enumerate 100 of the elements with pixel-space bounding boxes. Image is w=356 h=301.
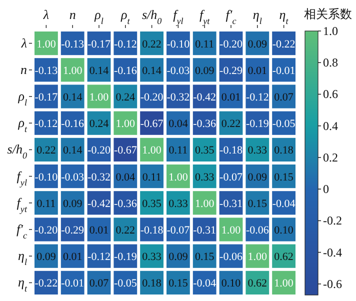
x-tick-label: f$_{yl}$: [173, 7, 184, 26]
color-bar-label: 0.6: [323, 87, 338, 102]
data-label: 0.07: [89, 278, 110, 290]
data-label: 0.22: [221, 118, 241, 130]
color-bar-label: 0: [323, 182, 329, 196]
y-tick-label: s/h$_{0}$: [7, 142, 28, 161]
data-label: 0.07: [274, 92, 294, 104]
color-bar-label: -0.6: [323, 276, 342, 291]
data-label: -0.12: [246, 92, 269, 104]
data-label: 0.14: [62, 92, 83, 104]
data-label: 0.62: [248, 278, 268, 290]
data-label: 0.04: [116, 171, 136, 184]
data-label: -0.12: [114, 38, 137, 50]
data-label: -0.42: [88, 198, 110, 210]
data-label: -0.18: [140, 224, 164, 236]
y-tick-label: f$_{yl}$: [16, 168, 28, 188]
data-label: 1.00: [116, 118, 136, 130]
color-bar-label: 0.2: [323, 150, 338, 164]
y-tick-label: f′$_{c}$: [16, 222, 27, 240]
data-label: -0.31: [220, 198, 242, 210]
data-label: 0.24: [116, 92, 136, 104]
color-bar-label: 0.4: [323, 118, 338, 133]
data-label: 0.33: [194, 171, 215, 184]
data-label: -0.07: [220, 171, 243, 184]
data-label: -0.13: [34, 64, 58, 77]
data-label: 1.00: [248, 251, 268, 264]
data-label: -0.20: [34, 224, 58, 236]
color-bar-label: -0.4: [323, 245, 342, 260]
data-label: 0.15: [194, 251, 215, 264]
y-tick-label: f$_{yt}$: [16, 194, 28, 214]
data-label: 0.01: [221, 92, 241, 104]
data-label: -0.19: [246, 118, 270, 130]
data-label: 0.15: [168, 278, 188, 290]
data-label: -0.32: [88, 171, 110, 184]
data-label: 0.09: [168, 251, 188, 264]
data-label: -0.16: [114, 64, 138, 77]
data-label: 0.11: [168, 144, 188, 157]
data-label: 0.33: [248, 144, 268, 157]
data-label: 0.33: [142, 251, 162, 264]
data-label: 0.01: [248, 64, 268, 77]
data-label: 0.62: [274, 251, 294, 264]
data-label: 1.00: [221, 224, 242, 236]
data-label: -0.17: [34, 92, 58, 104]
x-tick-label: λ: [42, 7, 50, 22]
data-label: 0.18: [274, 144, 294, 157]
data-label: 1.00: [36, 38, 56, 50]
data-label: 0.35: [142, 198, 162, 210]
data-label: -0.36: [193, 118, 217, 130]
data-label: -0.22: [34, 278, 58, 290]
data-label: -0.05: [272, 118, 296, 130]
data-label: -0.12: [34, 118, 58, 130]
data-label: -0.10: [166, 38, 190, 50]
data-label: -0.01: [61, 278, 84, 290]
x-tick-label: f$_{yt}$: [200, 7, 210, 26]
data-label: -0.10: [34, 171, 58, 184]
data-label: -0.29: [220, 64, 243, 77]
data-label: -0.03: [61, 171, 85, 184]
data-label: 0.15: [274, 171, 294, 184]
data-label: 0.09: [36, 251, 56, 264]
color-bar-label: -0.2: [323, 214, 342, 228]
data-label: -0.05: [114, 278, 138, 290]
data-label: 0.09: [194, 64, 215, 77]
data-label: 0.24: [89, 118, 110, 130]
data-label: -0.20: [220, 38, 243, 50]
data-label: 0.11: [142, 171, 162, 184]
data-label: -0.17: [88, 38, 111, 50]
data-label: 0.04: [168, 118, 188, 130]
data-label: -0.18: [220, 144, 243, 157]
data-label: 0.14: [142, 64, 162, 77]
color-bar-label: 0.8: [323, 56, 338, 70]
data-label: -0.22: [272, 38, 296, 50]
data-label: 0.01: [89, 224, 109, 236]
data-label: -0.04: [193, 278, 217, 290]
y-tick-label: ρ$_{t}$: [17, 115, 28, 134]
data-label: 0.11: [36, 198, 56, 210]
data-label: -0.16: [61, 118, 85, 130]
data-label: -0.06: [220, 251, 243, 264]
data-label: 0.22: [36, 144, 56, 157]
y-tick-label: η$_{l}$: [18, 248, 28, 268]
data-label: 0.10: [274, 224, 294, 236]
data-label: -0.20: [88, 144, 111, 157]
data-label: 0.14: [62, 144, 83, 157]
y-tick-label: ρ$_{l}$: [17, 88, 28, 108]
x-tick-label: η$_{l}$: [252, 7, 262, 26]
data-label: 1.00: [62, 64, 83, 77]
data-label: -0.01: [272, 64, 296, 77]
data-label: -0.67: [140, 118, 164, 130]
data-label: -0.20: [140, 92, 164, 104]
data-label: 0.35: [194, 144, 215, 157]
y-tick-label: λ: [20, 35, 28, 50]
data-label: -0.42: [193, 92, 216, 104]
data-label: 1.00: [274, 278, 294, 290]
x-tick-label: η$_{t}$: [279, 7, 289, 26]
data-label: -0.07: [166, 224, 190, 236]
data-label: 0.22: [142, 38, 162, 50]
data-label: 0.01: [62, 251, 82, 264]
x-tick-label: ρ$_{l}$: [94, 7, 104, 26]
y-tick-label: η$_{t}$: [18, 274, 28, 294]
data-label: -0.06: [246, 224, 270, 236]
data-label: 0.22: [116, 224, 136, 236]
